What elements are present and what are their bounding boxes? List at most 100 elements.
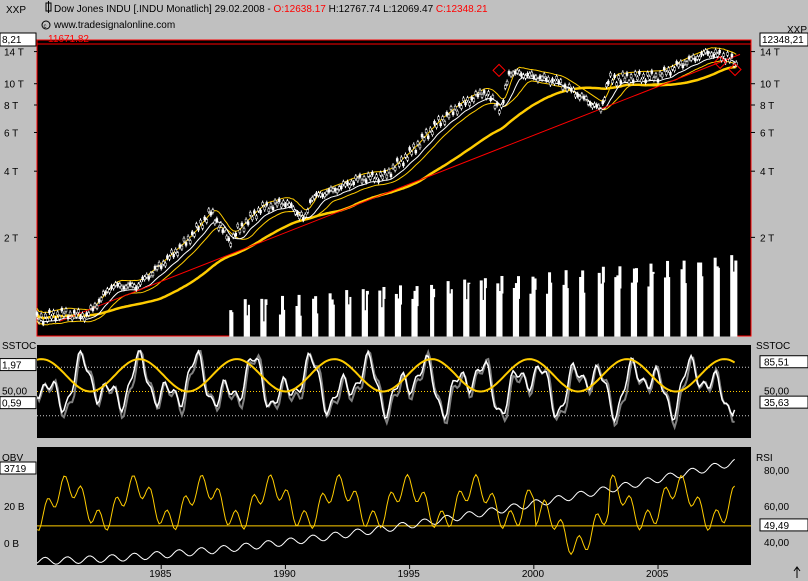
price-candle (646, 72, 649, 76)
price-candle (238, 229, 242, 233)
sstoc-title-left: SSTOC (2, 341, 36, 352)
obv-axis-right: 80,00 60,00 49,49 40,00 (759, 466, 808, 549)
moving-average-long (35, 65, 737, 320)
right-value-box (759, 32, 808, 47)
price-candle (371, 171, 374, 176)
xxp-left-label: XXP (6, 5, 26, 16)
signal-marker (728, 62, 742, 77)
price-candle (201, 225, 204, 229)
rsi-value-right: 60,00 (764, 502, 789, 513)
band-upper (36, 47, 737, 314)
price-candle (221, 229, 225, 233)
obv-line (36, 458, 735, 565)
price-candle (356, 177, 360, 182)
price-candle (269, 203, 273, 208)
price-candle (561, 86, 565, 90)
price-candle (77, 309, 80, 313)
price-candle (472, 98, 476, 102)
price-candle (60, 307, 64, 312)
price-candle (460, 105, 463, 109)
price-candle (116, 283, 119, 287)
price-candle (240, 222, 244, 227)
price-candle (58, 316, 62, 320)
sstoc-title-right: SSTOC (756, 341, 790, 352)
price-candle (149, 272, 153, 277)
price-candle (426, 135, 430, 139)
price-series (35, 47, 742, 327)
price-candle (87, 312, 91, 316)
price-candle (110, 285, 113, 289)
price-candle (335, 189, 339, 194)
price-candle (145, 274, 148, 278)
price-candle (451, 111, 455, 115)
x-tick-label: 1990 (273, 569, 296, 580)
price-candle (137, 283, 140, 288)
price-candle (728, 58, 732, 63)
price-candle (294, 211, 297, 215)
price-candle (516, 69, 519, 74)
price-candle (50, 315, 53, 319)
price-candle (184, 242, 188, 246)
price-candle (358, 174, 362, 178)
price-candle (500, 104, 503, 108)
price-candle (44, 313, 47, 318)
price-candle (182, 237, 186, 242)
price-candle (275, 202, 279, 207)
price-candle (309, 199, 312, 203)
header-bar (0, 0, 808, 20)
price-candle (416, 141, 420, 145)
price-candle (319, 193, 322, 197)
price-candle (302, 217, 305, 221)
price-candle (441, 116, 444, 120)
price-candle (589, 102, 592, 106)
price-candle (398, 163, 401, 167)
x-tick-label: 1995 (398, 569, 421, 580)
price-candle (39, 313, 43, 318)
price-candle (360, 179, 364, 184)
price-candle (667, 67, 670, 72)
price-candle (259, 209, 262, 214)
price-candle (298, 215, 301, 220)
price-candle (532, 75, 536, 79)
obv-value-left: 20 B (4, 502, 25, 513)
price-candle (431, 131, 434, 135)
price-candle (710, 52, 713, 56)
price-candle (354, 175, 358, 180)
price-candle (199, 219, 202, 224)
x-tick-label: 2000 (522, 569, 545, 580)
price-candle (159, 265, 163, 269)
price-candle (437, 116, 440, 120)
price-candle (578, 96, 582, 100)
price-candle (193, 233, 196, 237)
price-candle (236, 223, 240, 228)
price-candle (648, 76, 651, 80)
price-candle (443, 121, 447, 125)
chart-icon (45, 1, 52, 13)
price-candle (85, 312, 88, 316)
price-candle (337, 186, 341, 190)
price-candle (511, 71, 515, 76)
left-value-text: 8,21 (2, 35, 22, 46)
price-candle (493, 105, 497, 109)
price-candle (313, 195, 316, 199)
price-candle (81, 313, 84, 317)
price-candle (68, 311, 72, 316)
price-candle (373, 178, 376, 182)
rsi-value-box (759, 518, 808, 532)
price-candle (404, 154, 407, 158)
price-candle (449, 106, 453, 110)
scroll-arrow-icon[interactable] (793, 566, 801, 578)
price-candle (595, 104, 598, 108)
price-candle (101, 291, 105, 295)
price-candle (576, 93, 579, 97)
price-candle (609, 72, 612, 77)
sstoc-value-left: 1,97 (2, 361, 22, 372)
price-candle (433, 121, 436, 125)
price-candle (607, 80, 610, 85)
sstoc-fast-line (36, 349, 736, 424)
price-tick-right: 10 T (760, 80, 780, 91)
price-candle (273, 199, 277, 204)
price-candle (412, 143, 416, 148)
price-candle (79, 315, 82, 320)
price-candle (487, 91, 490, 95)
